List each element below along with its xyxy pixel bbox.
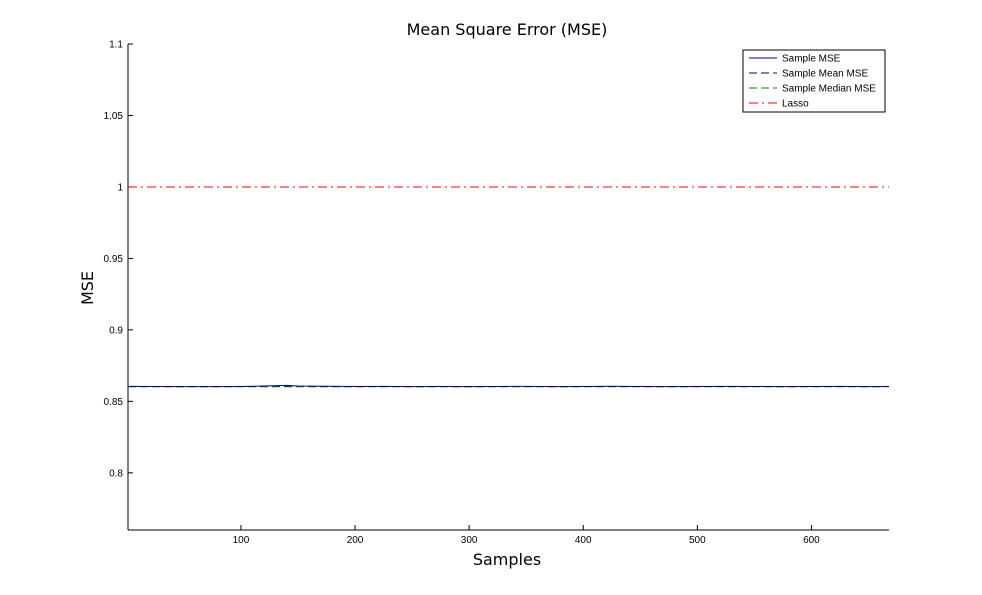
y-tick-label: 1.05: [104, 111, 124, 122]
chart-title: Mean Square Error (MSE): [407, 20, 608, 39]
x-tick-label: 200: [347, 535, 364, 546]
series-line-sample-mse: [127, 384, 890, 388]
legend-label: Sample MSE: [782, 54, 841, 65]
legend-label: Sample Mean MSE: [782, 69, 868, 80]
legend-box: [742, 49, 886, 113]
y-axis-label: MSE: [78, 271, 97, 305]
y-tick-label: 1: [117, 182, 123, 193]
x-tick-label: 400: [575, 535, 592, 546]
legend: Sample MSE Sample Mean MSE Sample Median M…: [742, 49, 886, 113]
x-tick-label: 500: [689, 535, 706, 546]
plot-area: 0.8 0.85 0.9 0.95 1 1.05 1.1 100 200 300 400 500 600: [104, 40, 890, 546]
y-tick-label: 0.9: [109, 325, 123, 336]
y-tick-label: 0.8: [109, 468, 123, 479]
y-tick-label: 0.85: [104, 397, 124, 408]
x-axis-label: Samples: [473, 550, 541, 569]
y-tick-label: 0.95: [104, 254, 124, 265]
legend-label: Lasso: [782, 99, 809, 110]
x-tick-label: 300: [461, 535, 478, 546]
y-tick-label: 1.1: [109, 40, 123, 51]
x-tick-label: 600: [803, 535, 820, 546]
legend-label: Sample Median MSE: [782, 84, 876, 95]
x-tick-label: 100: [233, 535, 250, 546]
